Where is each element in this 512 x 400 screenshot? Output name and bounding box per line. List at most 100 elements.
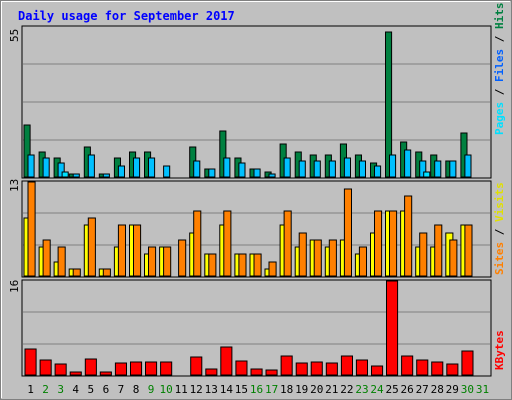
bar-files-day-18 (283, 157, 291, 178)
bar-sites-day-4 (72, 268, 81, 277)
bar-pages-day-27 (423, 171, 431, 178)
bar-hits-day-1 (23, 124, 31, 178)
legend-sep-2: / (493, 29, 506, 49)
legend-sites-visits: Sites / Visits (493, 182, 506, 275)
bar-sites-day-21 (328, 239, 337, 277)
bar-kbytes-day-25 (386, 280, 399, 376)
bar-kbytes-day-18 (280, 355, 293, 376)
day-label-15: 15 (235, 383, 248, 396)
day-label-30: 30 (461, 383, 474, 396)
day-label-24: 24 (370, 383, 384, 396)
bar-kbytes-day-16 (250, 368, 263, 376)
bar-files-day-4 (72, 173, 80, 178)
bar-kbytes-day-24 (371, 365, 384, 376)
bar-files-day-25 (389, 154, 397, 178)
day-label-21: 21 (325, 383, 338, 396)
bar-sites-day-20 (313, 239, 322, 277)
bar-sites-day-26 (404, 195, 413, 277)
legend-pages: Pages (493, 102, 506, 135)
bar-files-day-23 (358, 160, 366, 178)
day-label-3: 3 (57, 383, 64, 396)
day-label-4: 4 (72, 383, 79, 396)
bar-sites-day-19 (298, 232, 307, 277)
bar-files-day-10 (163, 165, 171, 178)
kbytes-ymax-label: 16 (8, 280, 21, 293)
bar-kbytes-day-29 (446, 363, 459, 376)
bar-kbytes-day-6 (99, 371, 112, 376)
bar-sites-day-9 (148, 246, 157, 277)
bar-sites-day-23 (358, 246, 367, 277)
bar-sites-day-12 (193, 210, 202, 277)
day-label-25: 25 (385, 383, 398, 396)
day-label-18: 18 (280, 383, 293, 396)
bar-sites-day-13 (208, 253, 217, 277)
bar-sites-day-30 (464, 224, 473, 277)
legend-hits: Hits (493, 3, 506, 30)
bar-hits-day-14 (219, 130, 227, 178)
bar-sites-day-11 (178, 239, 187, 277)
bar-files-day-16 (253, 168, 261, 178)
panel-frames (21, 25, 492, 377)
bar-sites-day-22 (343, 188, 352, 277)
day-label-2: 2 (42, 383, 49, 396)
bar-files-day-22 (343, 157, 351, 178)
bar-files-day-24 (374, 165, 382, 178)
day-label-9: 9 (148, 383, 155, 396)
bar-files-day-26 (404, 149, 412, 178)
day-label-29: 29 (446, 383, 459, 396)
bar-kbytes-day-27 (416, 359, 429, 376)
bar-files-day-6 (102, 173, 110, 178)
bar-sites-day-8 (133, 224, 142, 277)
legend-sep-3: / (493, 222, 506, 242)
bar-kbytes-day-1 (24, 348, 37, 376)
bar-kbytes-day-8 (130, 361, 143, 376)
bar-sites-day-2 (42, 239, 51, 277)
bar-sites-day-1 (27, 181, 36, 277)
bar-sites-day-7 (117, 224, 127, 277)
bar-kbytes-day-15 (235, 360, 248, 376)
day-label-14: 14 (220, 383, 234, 396)
bar-files-day-21 (328, 160, 336, 178)
bar-kbytes-day-17 (265, 369, 278, 376)
day-label-6: 6 (103, 383, 110, 396)
bar-files-day-30 (464, 154, 472, 178)
legend-sep-1: / (493, 82, 506, 102)
day-label-19: 19 (295, 383, 308, 396)
bar-files-day-14 (223, 157, 231, 178)
bar-sites-day-29 (449, 239, 458, 277)
bar-sites-day-18 (283, 210, 292, 277)
bar-sites-day-6 (102, 268, 111, 277)
bar-sites-day-28 (434, 224, 443, 277)
bar-files-day-12 (193, 160, 201, 178)
day-label-12: 12 (190, 383, 203, 396)
bar-kbytes-day-30 (461, 350, 474, 376)
bar-kbytes-day-3 (54, 363, 67, 376)
bar-marks (23, 31, 474, 376)
x-axis-day-labels: 1 2 3 4 5 6 7 8 9 10 11 12 13 14 15 16 17 18 19 20 21 22 23 24 2… (27, 383, 489, 396)
bar-kbytes-day-21 (325, 362, 338, 376)
day-label-8: 8 (133, 383, 140, 396)
bar-sites-day-3 (57, 246, 66, 277)
day-label-16: 16 (250, 383, 263, 396)
day-label-26: 26 (400, 383, 413, 396)
bar-kbytes-day-28 (431, 361, 444, 376)
bar-files-day-29 (449, 160, 457, 178)
bar-kbytes-day-12 (190, 356, 203, 376)
bar-sites-day-16 (253, 253, 262, 277)
bar-sites-day-27 (419, 232, 428, 277)
day-label-10: 10 (159, 383, 172, 396)
bar-hits-day-25 (385, 31, 393, 178)
day-label-11: 11 (175, 383, 188, 396)
chart-title: Daily usage for September 2017 (18, 9, 235, 23)
bar-sites-day-17 (268, 261, 277, 277)
day-label-17: 17 (265, 383, 278, 396)
day-label-13: 13 (205, 383, 218, 396)
bar-sites-day-5 (87, 217, 96, 277)
bar-files-day-20 (313, 160, 321, 178)
bar-sites-day-25 (389, 210, 398, 277)
bar-sites-day-15 (238, 253, 247, 277)
day-label-31: 31 (476, 383, 489, 396)
bar-kbytes-day-26 (401, 355, 414, 376)
legend-hits-files-pages: Pages / Files / Hits (493, 3, 506, 136)
